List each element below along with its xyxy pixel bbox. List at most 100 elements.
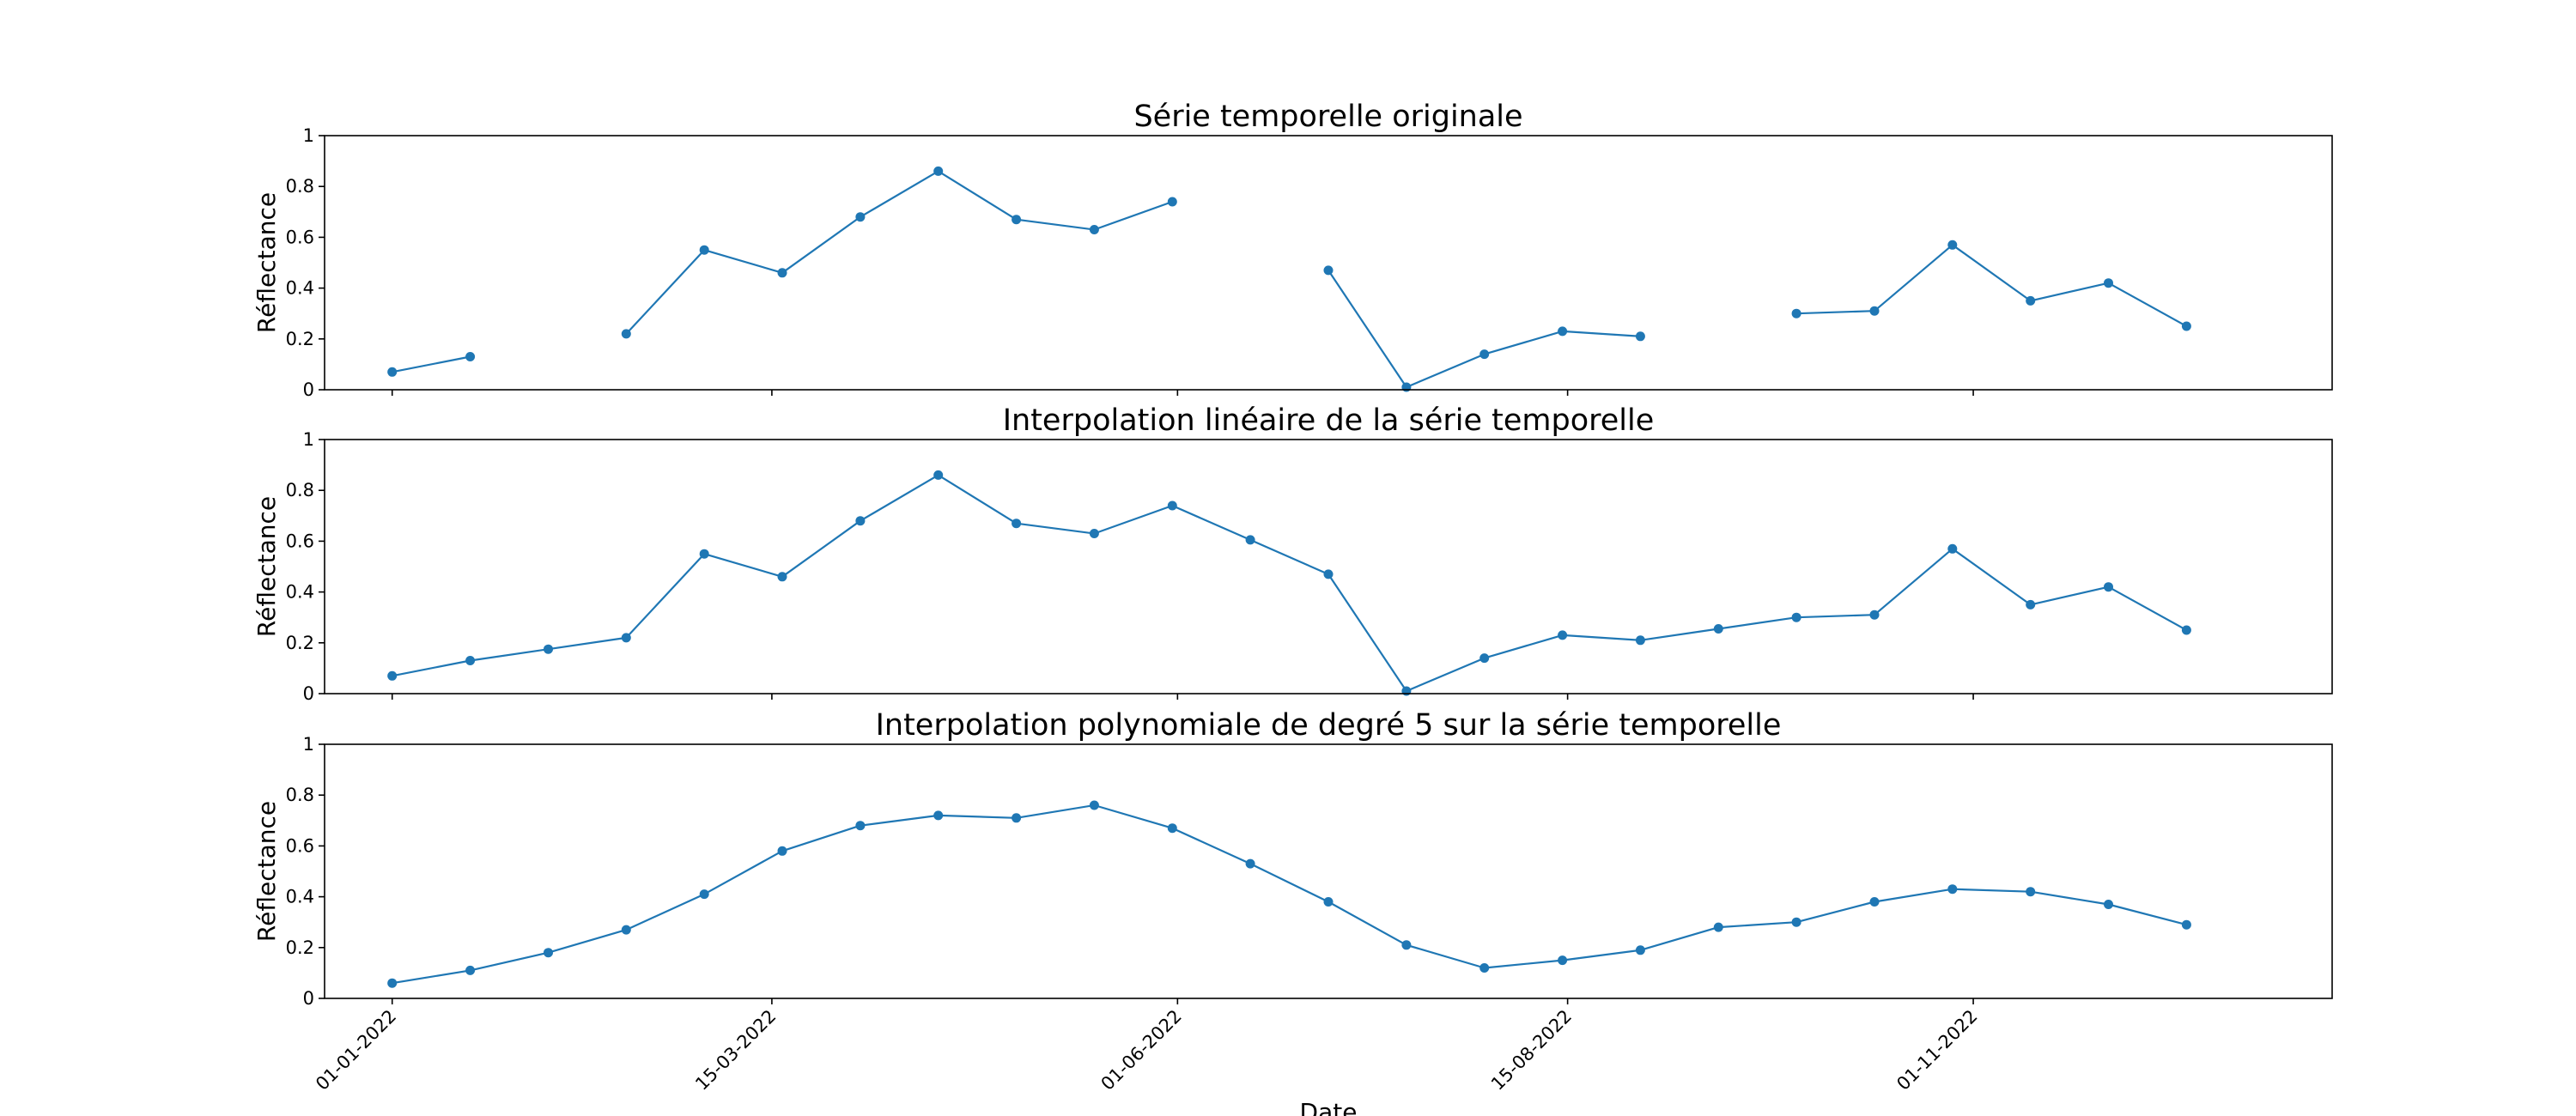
- x-tick-label: 01-11-2022: [1893, 1006, 1981, 1095]
- data-point: [2181, 625, 2191, 635]
- data-point: [2181, 321, 2191, 331]
- data-point: [1869, 610, 1880, 620]
- data-point: [1245, 858, 1255, 869]
- data-point: [1947, 884, 1958, 895]
- data-point: [1089, 225, 1099, 234]
- data-point: [1245, 535, 1255, 545]
- data-point: [1012, 215, 1022, 225]
- y-tick-label: 0.2: [286, 329, 314, 349]
- data-point: [387, 367, 398, 377]
- data-point: [2104, 278, 2113, 288]
- series-line: [625, 170, 1173, 335]
- data-point: [777, 846, 787, 856]
- data-point: [1947, 240, 1958, 250]
- x-tick-label: 15-03-2022: [691, 1006, 780, 1095]
- data-point: [855, 516, 866, 526]
- data-point: [1323, 569, 1334, 579]
- data-point: [1635, 945, 1645, 955]
- series-1: [387, 470, 2191, 696]
- data-point: [1479, 653, 1490, 664]
- series-line: [392, 474, 2187, 693]
- chart-title: Interpolation polynomiale de degré 5 sur…: [876, 708, 1782, 743]
- data-point: [1635, 331, 1645, 342]
- data-point: [933, 470, 944, 480]
- data-point: [1401, 382, 1412, 392]
- x-axis-label: Date: [1300, 1098, 1358, 1116]
- panel-1: Série temporelle originale 0 0.2 0.4 0.6 0.8 1…: [252, 100, 2333, 400]
- data-point: [1869, 306, 1880, 316]
- data-point: [1635, 635, 1645, 646]
- chart-title: Interpolation linéaire de la série tempo…: [1003, 403, 1655, 438]
- data-point: [1479, 963, 1490, 973]
- y-tick-label: 0.2: [286, 633, 314, 653]
- series-1: [387, 166, 2191, 392]
- data-point: [621, 633, 631, 643]
- plot-frame: [324, 743, 2333, 999]
- data-point: [1167, 500, 1177, 511]
- data-point: [1713, 624, 1723, 634]
- data-point: [1089, 800, 1099, 810]
- y-axis-label: Réflectance: [252, 801, 281, 942]
- data-point: [1947, 543, 1958, 554]
- data-point: [855, 212, 866, 222]
- y-tick-label: 1: [303, 429, 314, 450]
- data-point: [1713, 922, 1723, 932]
- data-point: [777, 268, 787, 278]
- x-tick-label: 01-01-2022: [312, 1006, 400, 1095]
- data-point: [1089, 529, 1099, 538]
- data-point: [465, 965, 476, 975]
- data-point: [2026, 887, 2036, 897]
- y-tick-label: 0.4: [286, 278, 314, 299]
- y-tick-label: 0: [303, 379, 314, 400]
- data-point: [544, 644, 553, 654]
- chart-title: Série temporelle originale: [1133, 100, 1522, 134]
- y-tick-label: 0.8: [286, 480, 314, 500]
- data-point: [1791, 612, 1801, 622]
- data-point: [1558, 630, 1568, 640]
- data-point: [1479, 349, 1490, 360]
- y-tick-label: 0: [303, 683, 314, 704]
- series-line: [1327, 270, 1641, 389]
- plot-frame: [324, 135, 2333, 391]
- data-point: [1323, 265, 1334, 276]
- y-tick-label: 0.6: [286, 227, 314, 247]
- y-tick-label: 1: [303, 734, 314, 755]
- x-tick-label: 15-08-2022: [1487, 1006, 1576, 1095]
- data-point: [387, 670, 398, 681]
- series-1: [387, 800, 2191, 988]
- data-point: [777, 572, 787, 582]
- data-point: [699, 549, 709, 559]
- data-point: [1791, 917, 1801, 927]
- panel-3: Interpolation polynomiale de degré 5 sur…: [252, 708, 2333, 1116]
- y-tick-label: 0.6: [286, 531, 314, 551]
- data-point: [1167, 823, 1177, 834]
- data-point: [2104, 900, 2113, 909]
- y-tick-label: 0.2: [286, 937, 314, 958]
- data-point: [933, 166, 944, 176]
- data-point: [2104, 582, 2113, 592]
- data-point: [2026, 295, 2036, 306]
- data-point: [699, 245, 709, 255]
- data-point: [855, 821, 866, 831]
- y-tick-label: 0.4: [286, 582, 314, 603]
- data-point: [1791, 308, 1801, 318]
- y-tick-label: 0.8: [286, 785, 314, 805]
- data-point: [2026, 599, 2036, 610]
- x-tick-label: 01-06-2022: [1097, 1006, 1186, 1095]
- y-tick-label: 1: [303, 125, 314, 146]
- data-point: [1869, 897, 1880, 907]
- y-tick-label: 0.8: [286, 176, 314, 197]
- data-point: [1401, 940, 1412, 950]
- y-tick-label: 0.4: [286, 887, 314, 907]
- data-point: [1012, 519, 1022, 529]
- data-point: [544, 948, 553, 958]
- series-line: [392, 804, 2187, 985]
- data-point: [465, 656, 476, 665]
- series-line: [392, 355, 471, 373]
- y-axis-label: Réflectance: [252, 496, 281, 637]
- data-point: [933, 810, 944, 821]
- data-point: [621, 329, 631, 339]
- data-point: [1558, 326, 1568, 337]
- data-point: [1401, 686, 1412, 696]
